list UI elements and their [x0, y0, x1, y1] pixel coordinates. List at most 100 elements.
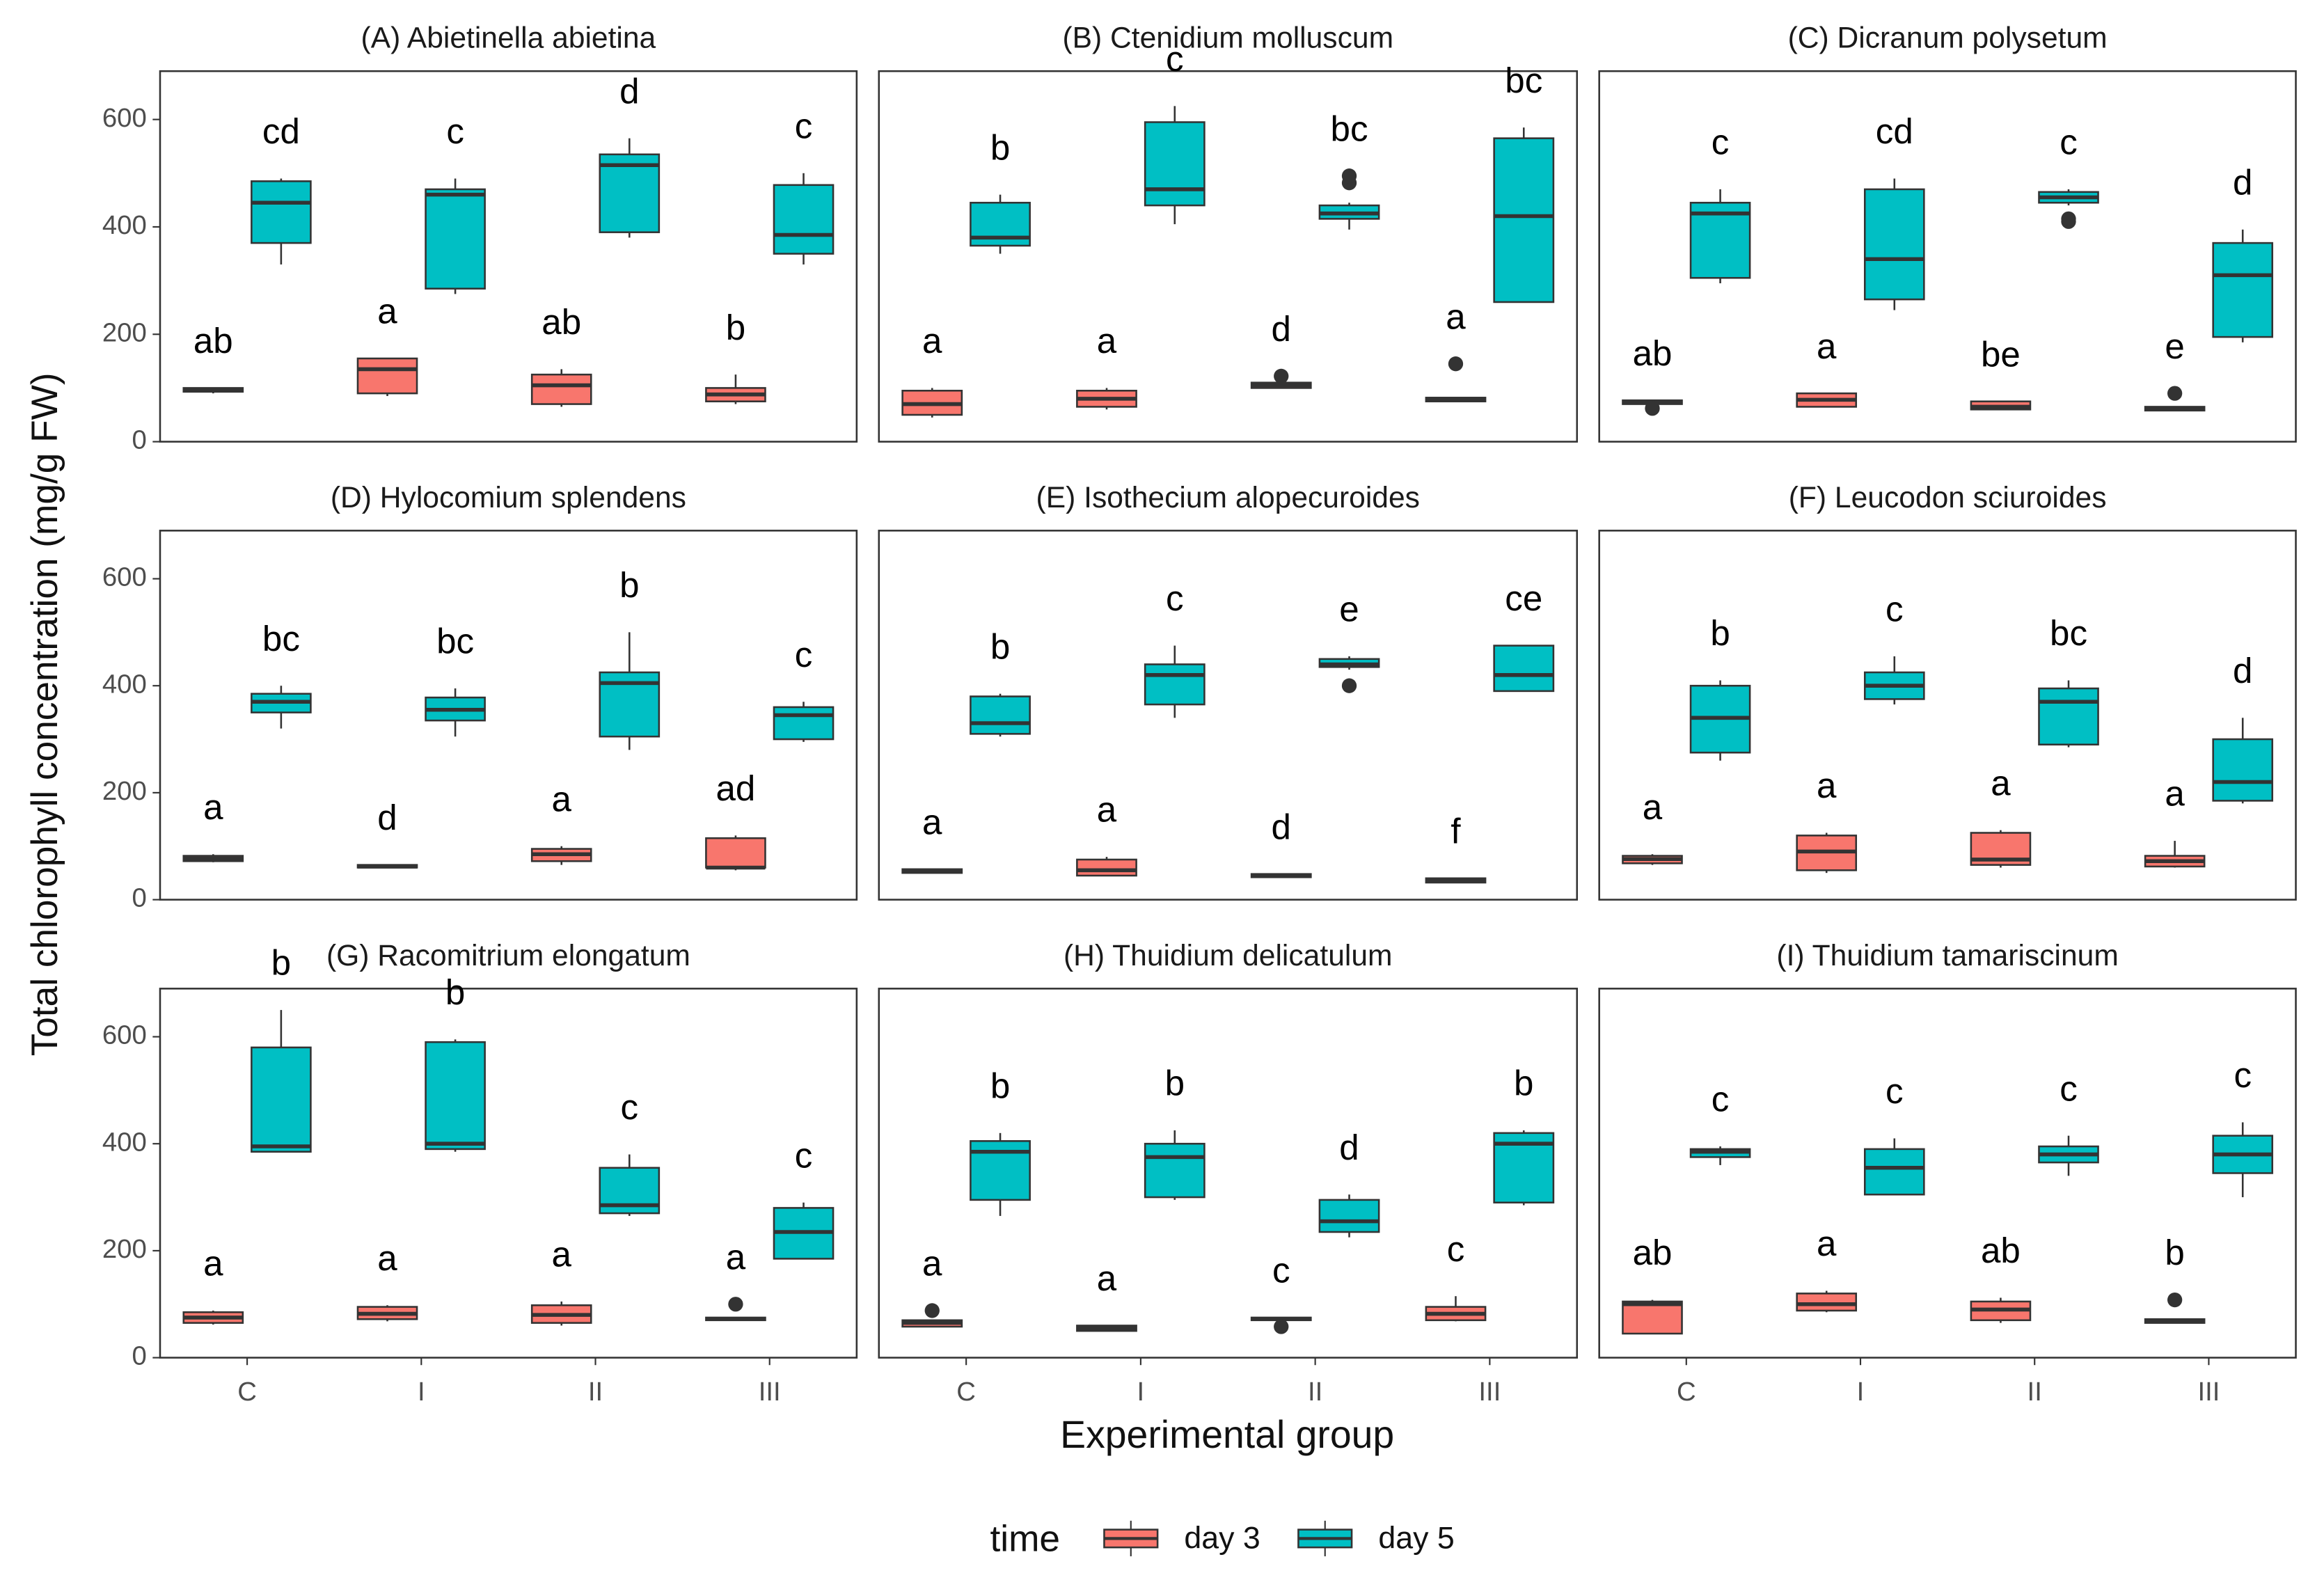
box	[1622, 1300, 1683, 1335]
group-letter: b	[990, 626, 1010, 666]
box	[1144, 663, 1206, 706]
x-tick-label: III	[1478, 1377, 1501, 1407]
group-letter: d	[2233, 651, 2252, 690]
group-letter: bc	[436, 622, 474, 661]
panel	[159, 988, 858, 1359]
x-tick-label: I	[1137, 1377, 1145, 1407]
group-letter: b	[619, 565, 639, 605]
x-tick-label: III	[759, 1377, 781, 1407]
box	[2212, 738, 2274, 802]
group-letter: a	[377, 292, 397, 331]
outlier	[2167, 1292, 2183, 1308]
group-letter: c	[2060, 1068, 2078, 1108]
x-tick-label: C	[1677, 1377, 1696, 1407]
group-letter: b	[726, 308, 745, 347]
outlier	[1448, 356, 1464, 372]
box	[2212, 242, 2274, 338]
group-letter: c	[795, 106, 813, 145]
group-letter: be	[1981, 334, 2021, 374]
group-letter: cd	[262, 111, 300, 151]
box	[1863, 188, 1925, 301]
box	[1863, 1148, 1925, 1196]
group-letter: c	[1447, 1229, 1465, 1269]
box	[530, 373, 592, 405]
group-letter: bc	[1331, 109, 1368, 148]
box	[2038, 687, 2099, 746]
group-letter: c	[795, 1135, 813, 1175]
group-letter: ab	[193, 321, 233, 361]
y-tick-label: 200	[102, 776, 147, 806]
group-letter: e	[1339, 590, 1359, 629]
outlier	[1341, 678, 1357, 693]
y-tick-label: 0	[132, 425, 146, 455]
x-tick-label: II	[2027, 1377, 2042, 1407]
group-letter: c	[1712, 1080, 1730, 1119]
group-letter: b	[271, 943, 291, 983]
group-letter: a	[1097, 1258, 1117, 1298]
box	[1318, 1199, 1380, 1233]
group-letter: d	[1272, 309, 1291, 349]
group-letter: d	[2233, 162, 2252, 202]
panel-title: (B) Ctenidium molluscum	[1062, 22, 1393, 55]
panel	[159, 70, 858, 443]
group-letter: c	[2060, 123, 2078, 162]
outlier	[1274, 368, 1289, 384]
box	[773, 184, 835, 255]
outlier	[2167, 386, 2183, 401]
panel	[1598, 988, 2297, 1359]
box	[1493, 645, 1555, 693]
group-letter: a	[552, 779, 572, 819]
panel-title: (A) Abietinella abietina	[361, 22, 656, 55]
outlier	[924, 1303, 940, 1318]
panel-title: (H) Thuidium delicatulum	[1064, 939, 1392, 972]
group-letter: a	[1817, 766, 1837, 805]
group-letter: b	[2165, 1233, 2184, 1272]
group-letter: a	[1446, 297, 1466, 336]
panel-title: (E) Isothecium alopecuroides	[1036, 481, 1420, 514]
group-letter: b	[1165, 1064, 1185, 1103]
box	[773, 706, 835, 741]
panel-title: (D) Hylocomium splendens	[331, 481, 686, 514]
group-letter: bc	[1505, 61, 1542, 100]
outlier	[1645, 401, 1660, 416]
group-letter: c	[1886, 1071, 1904, 1111]
group-letter: bc	[2050, 613, 2087, 653]
outlier	[2061, 211, 2076, 227]
group-letter: a	[1991, 763, 2011, 803]
outlier	[728, 1297, 743, 1312]
panel-title: (C) Dicranum polysetum	[1788, 22, 2108, 55]
panel	[878, 70, 1579, 443]
group-letter: bc	[262, 619, 300, 658]
box	[970, 695, 1031, 735]
group-letter: a	[922, 1244, 942, 1283]
panel-title: (G) Racomitrium elongatum	[326, 939, 690, 972]
outlier	[1341, 168, 1357, 184]
box	[1144, 121, 1206, 207]
panel-title: (I) Thuidium tamariscinum	[1776, 939, 2118, 972]
group-letter: a	[1097, 790, 1117, 830]
group-letter: c	[1166, 578, 1184, 618]
group-letter: b	[990, 127, 1010, 167]
group-letter: a	[1643, 787, 1663, 827]
legend-title: time	[990, 1519, 1060, 1560]
group-letter: a	[1817, 1224, 1837, 1263]
group-letter: a	[1817, 326, 1837, 366]
group-letter: a	[726, 1237, 746, 1277]
group-letter: a	[922, 802, 942, 842]
x-tick-label: C	[237, 1377, 257, 1407]
y-tick-label: 200	[102, 1234, 147, 1264]
group-letter: b	[1514, 1064, 1533, 1103]
y-tick-label: 400	[102, 210, 147, 240]
group-letter: d	[1339, 1128, 1359, 1167]
x-tick-label: II	[1308, 1377, 1322, 1407]
group-letter: c	[1886, 590, 1904, 629]
legend-label: day 3	[1184, 1521, 1260, 1555]
box	[1076, 858, 1137, 877]
group-letter: ab	[1633, 333, 1673, 373]
group-letter: d	[619, 71, 639, 111]
box	[251, 1046, 312, 1153]
box	[599, 153, 661, 233]
y-tick-label: 0	[132, 1341, 146, 1371]
group-letter: a	[203, 1244, 223, 1283]
